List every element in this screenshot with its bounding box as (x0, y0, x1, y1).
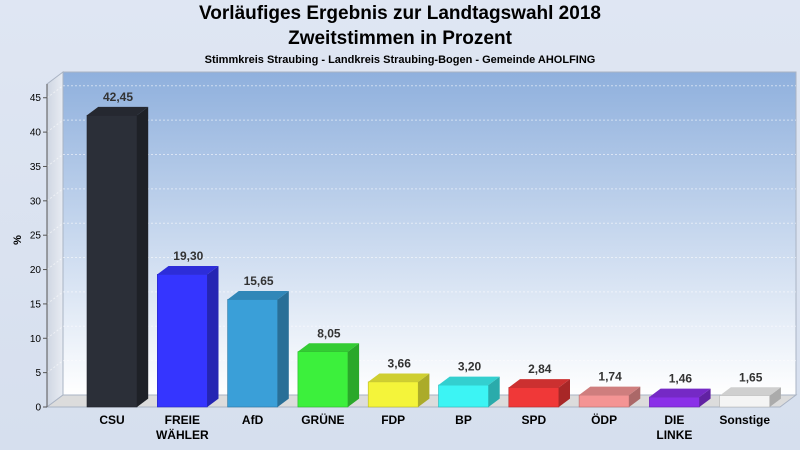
y-tick-label: 25 (30, 231, 42, 242)
bar-front (297, 351, 349, 408)
bar-front (438, 384, 489, 408)
bar-top (579, 386, 641, 396)
x-tick-label: FREIE (165, 413, 200, 427)
x-tick-label: Sonstige (719, 413, 770, 427)
bar-side (488, 376, 500, 407)
x-tick-label: CSU (99, 413, 124, 427)
bar: 8,05 (297, 326, 360, 408)
bar-side (207, 265, 219, 407)
bar: 42,45 (86, 90, 149, 408)
bar-top (649, 388, 711, 397)
x-tick-label: GRÜNE (301, 412, 344, 427)
chart-subtitle: Zweitstimmen in Prozent (288, 28, 512, 49)
bar-top (719, 387, 781, 396)
chart-title: Vorläufiges Ergebnis zur Landtagswahl 20… (199, 3, 601, 24)
y-tick-label: 40 (30, 128, 42, 139)
gridline (46, 222, 64, 236)
x-tick-label: LINKE (656, 428, 692, 442)
bar-value-label: 19,30 (173, 249, 203, 263)
y-tick-label: 5 (35, 368, 41, 379)
bar-value-label: 15,65 (244, 274, 274, 288)
bar-side (137, 106, 149, 408)
y-tick-label: 10 (30, 334, 42, 345)
bar-value-label: 3,66 (388, 356, 412, 370)
x-tick-label: AfD (242, 413, 264, 427)
bar-front (719, 395, 771, 408)
gridline (46, 257, 64, 270)
bar-value-label: 1,65 (739, 370, 763, 384)
bar: 19,30 (157, 249, 219, 408)
bar-top (438, 376, 500, 386)
bar-top (87, 106, 149, 116)
bar: 1,65 (719, 370, 781, 408)
bar-side (558, 379, 570, 407)
y-tick-label: 0 (35, 403, 41, 414)
y-tick-label: 35 (30, 162, 42, 173)
gridline (46, 154, 64, 167)
bar-top (368, 373, 430, 382)
bar-top (297, 343, 360, 352)
x-tick-label: WÄHLER (156, 427, 209, 442)
bar-side (277, 291, 289, 407)
x-tick-label: ÖDP (591, 412, 617, 427)
bar-value-label: 3,20 (458, 360, 482, 374)
bar: 1,74 (578, 370, 641, 408)
bar: 3,20 (438, 360, 500, 408)
bar-front (508, 387, 560, 408)
bars: 42,45 19,30 15,65 8,05 3,66 3,20 2,84 1,74 1,46 1… (86, 90, 781, 408)
y-axis: 0 5 10 15 20 25 30 35 40 45% (12, 84, 48, 414)
bar-front (367, 381, 419, 408)
x-tick-label: DIE (664, 413, 684, 427)
bar-front (157, 274, 208, 408)
bar-front (578, 394, 630, 408)
bar-top (508, 379, 570, 388)
bar-side (347, 343, 360, 407)
gridline (46, 291, 64, 305)
bar-top (157, 265, 219, 275)
bar-value-label: 1,46 (669, 372, 693, 386)
bar-value-label: 42,45 (103, 90, 133, 104)
x-tick-label: SPD (521, 413, 546, 427)
bar-front (649, 396, 700, 408)
y-tick-label: 20 (30, 265, 42, 276)
y-tick-label: 30 (30, 196, 42, 207)
gridline (46, 85, 64, 99)
x-tick-label: BP (455, 413, 472, 427)
bar-front (227, 299, 278, 408)
bar-value-label: 8,05 (317, 326, 341, 340)
bar-side (418, 373, 430, 407)
y-axis-label: % (12, 235, 24, 245)
y-tick-label: 45 (30, 93, 42, 104)
bar: 3,66 (367, 356, 430, 408)
gridline (46, 119, 64, 133)
gridline (46, 325, 64, 339)
bar: 1,46 (649, 372, 711, 408)
bar-side (699, 388, 711, 407)
chart-area-label: Stimmkreis Straubing - Landkreis Straubi… (204, 54, 596, 66)
x-tick-label: FDP (381, 413, 405, 427)
bar-value-label: 1,74 (598, 370, 622, 384)
bar-value-label: 2,84 (528, 362, 552, 376)
bar-front (86, 114, 138, 408)
gridline (46, 360, 64, 374)
bar-top (227, 291, 289, 300)
bar-side (769, 387, 781, 407)
gridlines (46, 85, 796, 374)
bar: 15,65 (227, 274, 289, 408)
y-tick-label: 15 (30, 299, 42, 310)
bar: 2,84 (508, 362, 570, 408)
gridline (46, 188, 64, 202)
bar-side (629, 386, 641, 407)
